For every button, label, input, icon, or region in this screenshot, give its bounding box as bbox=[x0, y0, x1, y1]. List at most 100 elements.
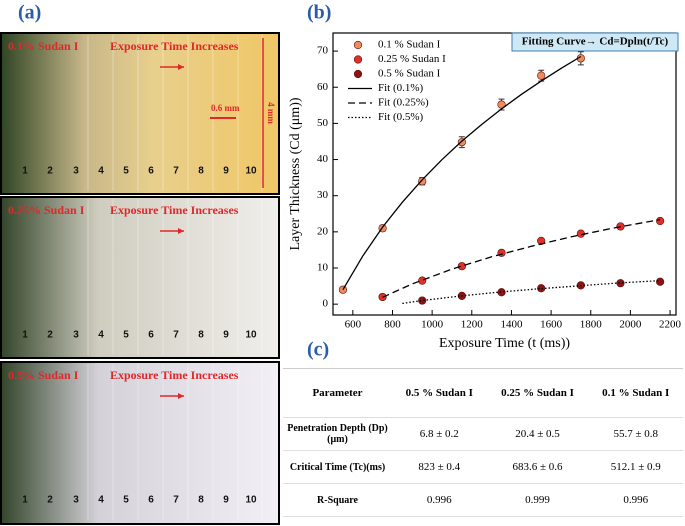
strip-label: 3 bbox=[73, 495, 79, 506]
strip-label: 10 bbox=[245, 330, 257, 341]
y-tick-label: 50 bbox=[317, 117, 329, 129]
data-point bbox=[418, 296, 427, 305]
legend-label: 0.5 % Sudan I bbox=[378, 68, 441, 80]
y-tick-label: 60 bbox=[317, 81, 329, 93]
x-axis-label: Exposure Time (t (ms)) bbox=[439, 336, 570, 351]
header-cell: 0.1 % Sudan I bbox=[588, 368, 683, 418]
data-point bbox=[457, 262, 466, 271]
legend-label: Fit (0.25%) bbox=[378, 97, 429, 109]
x-tick-label: 1400 bbox=[500, 319, 523, 331]
parameter-table: Parameter 0.5 % Sudan I 0.25 % Sudan I 0.1 … bbox=[283, 368, 683, 517]
panel-label: (a) bbox=[18, 2, 41, 24]
x-tick-label: 1000 bbox=[421, 319, 444, 331]
fit-curve bbox=[402, 280, 661, 305]
table-cell: 683.6 ± 0.6 bbox=[486, 450, 589, 484]
legend-marker bbox=[353, 55, 363, 64]
annotation-box bbox=[511, 32, 679, 52]
panel-label: (c) bbox=[307, 339, 329, 361]
strip-label: 5 bbox=[123, 166, 129, 177]
strip-label: 10 bbox=[245, 495, 257, 506]
x-tick-label: 2200 bbox=[659, 319, 682, 331]
strip-label: 2 bbox=[47, 495, 53, 506]
strip-label: 5 bbox=[123, 495, 129, 506]
strip-label: 6 bbox=[148, 166, 154, 177]
strip-label: 9 bbox=[223, 330, 229, 341]
strip-label: 4 bbox=[98, 166, 104, 177]
data-point bbox=[418, 276, 427, 285]
strip-label: 8 bbox=[198, 166, 204, 177]
strip-label: 6 bbox=[148, 495, 154, 506]
photo bbox=[0, 32, 280, 195]
table-cell: 0.999 bbox=[486, 483, 589, 517]
strip-label: 2 bbox=[47, 166, 53, 177]
fit-curve bbox=[382, 218, 661, 298]
photo bbox=[0, 361, 280, 525]
data-point bbox=[537, 284, 546, 293]
plot-frame bbox=[332, 32, 677, 316]
y-tick-label: 30 bbox=[317, 189, 329, 201]
legend-label: Fit (0.5%) bbox=[378, 111, 424, 123]
strip-label: 1 bbox=[22, 166, 28, 177]
strip-label: 5 bbox=[123, 330, 129, 341]
arrow-head bbox=[178, 64, 184, 70]
strip-label: 4 bbox=[98, 495, 104, 506]
data-point bbox=[418, 177, 427, 186]
sample-label: 0.1% Sudan I bbox=[8, 39, 79, 53]
legend-label: Fit (0.1%) bbox=[378, 82, 424, 94]
arrow-head bbox=[178, 393, 184, 399]
x-tick-label: 1800 bbox=[580, 319, 603, 331]
strip-label: 3 bbox=[73, 166, 79, 177]
data-point bbox=[537, 236, 546, 245]
height-bar-label: 4 mm bbox=[266, 102, 276, 124]
table-cell: 512.1 ± 0.9 bbox=[588, 450, 683, 484]
table-cell: 0.996 bbox=[392, 483, 487, 517]
legend-label: 0.25 % Sudan I bbox=[378, 53, 446, 65]
annotation: Fitting Curve→ Cd=Dpln(t/Tc) bbox=[522, 36, 669, 48]
strip-label: 4 bbox=[98, 330, 104, 341]
strip-label: 8 bbox=[198, 330, 204, 341]
legend-marker bbox=[353, 69, 363, 79]
x-tick-label: 1200 bbox=[461, 319, 484, 331]
legend-marker bbox=[353, 40, 363, 50]
table-cell: R-Square bbox=[283, 483, 392, 517]
data-point bbox=[537, 71, 546, 80]
strip-label: 8 bbox=[198, 495, 204, 506]
strip-label: 1 bbox=[22, 495, 28, 506]
scale-bar-label: 0.6 mm bbox=[211, 103, 240, 113]
header-cell: Parameter bbox=[283, 368, 392, 418]
chart: 600 800 1000 1200 1400 1600 1800 2000 2200 0 10 20 3… bbox=[288, 32, 682, 351]
y-tick-label: 0 bbox=[323, 298, 329, 310]
table-cell: 55.7 ± 0.8 bbox=[588, 417, 683, 451]
data-point bbox=[656, 277, 665, 286]
header-cell: 0.5 % Sudan I bbox=[392, 368, 487, 418]
data-point bbox=[616, 279, 625, 288]
table-row: Critical Time (Tc)(ms) 823 ± 0.4 683.6 ± 0… bbox=[283, 450, 683, 484]
strip-label: 7 bbox=[173, 495, 179, 506]
table-cell: 6.8 ± 0.2 bbox=[392, 417, 487, 451]
data-point bbox=[497, 288, 506, 297]
strip-label: 9 bbox=[223, 166, 229, 177]
legend-label: 0.1 % Sudan I bbox=[378, 39, 441, 51]
data-point bbox=[656, 216, 665, 226]
y-tick-label: 40 bbox=[317, 153, 329, 165]
y-tick-label: 20 bbox=[317, 225, 329, 237]
strip-label: 1 bbox=[22, 330, 28, 341]
table-cell: 20.4 ± 0.5 bbox=[486, 417, 589, 451]
header-cell: 0.25 % Sudan I bbox=[486, 368, 589, 418]
table-cell: 823 ± 0.4 bbox=[392, 450, 487, 484]
x-tick-label: 800 bbox=[384, 319, 401, 331]
x-tick-label: 2000 bbox=[619, 319, 642, 331]
photo-panels: 0.1% Sudan I Exposure Time Increases 1 2 3 4 5… bbox=[0, 32, 280, 525]
table-cell: Critical Time (Tc)(ms) bbox=[283, 450, 392, 484]
sample-label: 0.25% Sudan I bbox=[8, 203, 85, 217]
strip-label: 7 bbox=[173, 330, 179, 341]
caption: Exposure Time Increases bbox=[110, 368, 239, 382]
y-tick-label: 10 bbox=[317, 262, 329, 274]
header-row: Parameter 0.5 % Sudan I 0.25 % Sudan I 0.1 … bbox=[283, 368, 683, 418]
fit-curve bbox=[342, 55, 582, 291]
table-cell: 0.996 bbox=[588, 483, 683, 517]
table-row: R-Square 0.996 0.999 0.996 bbox=[283, 483, 683, 517]
caption: Exposure Time Increases bbox=[110, 203, 239, 217]
